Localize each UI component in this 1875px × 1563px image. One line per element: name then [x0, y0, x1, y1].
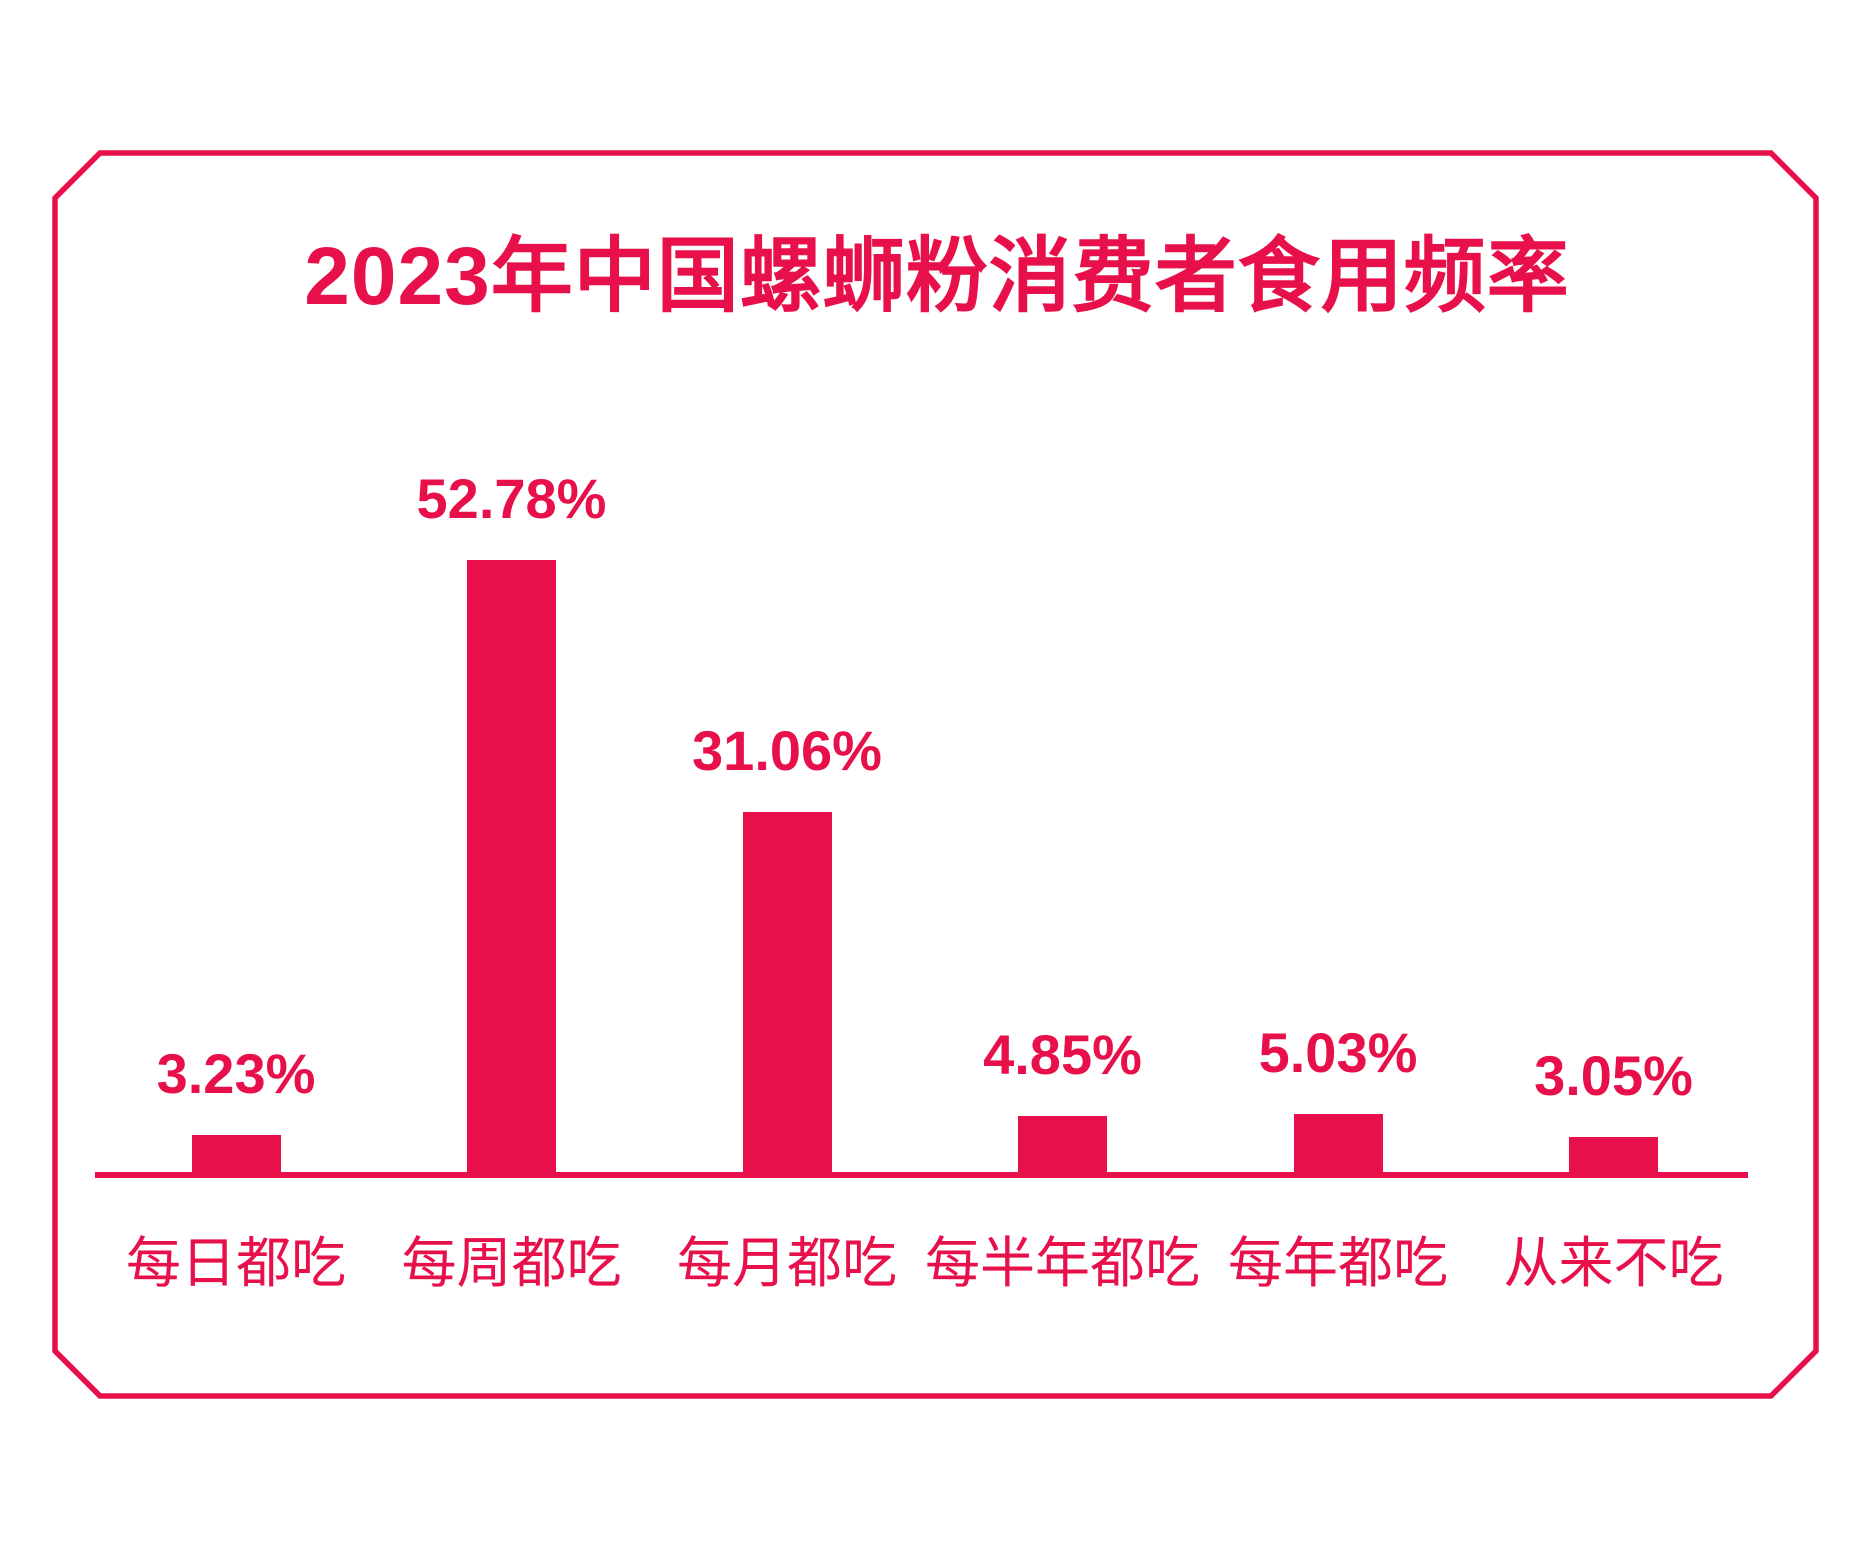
- bar-category-label: 每半年都吃: [924, 1232, 1200, 1294]
- bar: [742, 812, 832, 1172]
- bar: [1569, 1137, 1658, 1172]
- bar-value-label: 3.23%: [156, 1042, 316, 1105]
- bar-value-label: 4.85%: [983, 1023, 1142, 1086]
- bar-value-label: 3.05%: [1534, 1044, 1693, 1107]
- bar-category-label: 每年都吃: [1227, 1232, 1448, 1294]
- chart-title: 2023年中国螺蛳粉消费者食用频率: [304, 231, 1570, 322]
- bar: [1018, 1116, 1107, 1172]
- bar: [1293, 1114, 1383, 1172]
- bar-value-label: 52.78%: [416, 467, 607, 530]
- bar: [467, 560, 556, 1172]
- x-axis-baseline: [95, 1172, 1748, 1178]
- bar-category-label: 每日都吃: [125, 1232, 346, 1294]
- bar-category-label: 每月都吃: [676, 1232, 897, 1294]
- frame-octagon-outline: [52, 150, 1819, 1399]
- bar-value-label: 31.06%: [692, 719, 882, 782]
- bar-value-label: 5.03%: [1258, 1021, 1418, 1084]
- bar-category-label: 从来不吃: [1503, 1232, 1724, 1294]
- bar-category-label: 每周都吃: [401, 1232, 622, 1294]
- bar: [191, 1135, 281, 1172]
